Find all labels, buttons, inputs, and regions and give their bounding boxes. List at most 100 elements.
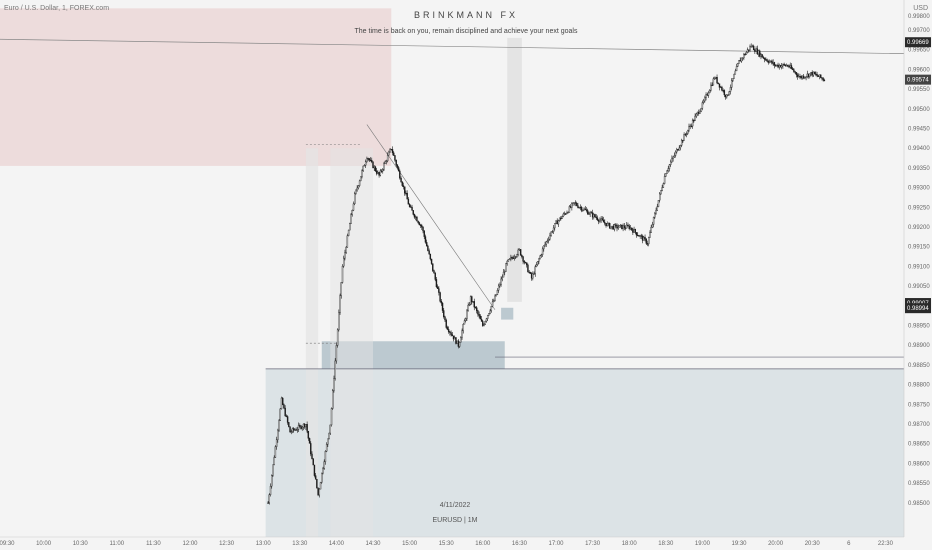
candle: [390, 148, 392, 151]
candle: [344, 252, 346, 259]
candle: [682, 140, 684, 142]
candle: [750, 46, 752, 48]
price-tick-label: 0.98950: [908, 324, 930, 330]
candle: [569, 206, 572, 208]
candle: [389, 148, 391, 153]
candle: [737, 63, 739, 67]
candle: [537, 261, 539, 265]
price-tag-label: 0.98994: [907, 306, 929, 312]
candle: [801, 75, 804, 79]
candle: [689, 125, 691, 127]
candle: [540, 254, 543, 257]
candle: [267, 502, 269, 504]
candle: [388, 151, 390, 156]
candle: [422, 226, 424, 232]
candle: [429, 253, 432, 260]
session-band-14: [330, 148, 373, 537]
candle: [295, 429, 297, 431]
candle: [666, 170, 668, 174]
candle: [577, 205, 579, 208]
time-tick-label: 17:30: [585, 541, 601, 547]
candle: [718, 83, 721, 88]
candle: [783, 63, 785, 66]
candle: [305, 424, 307, 428]
candle: [796, 74, 799, 77]
candle: [416, 216, 418, 222]
candle: [465, 318, 467, 321]
candle: [333, 378, 335, 391]
candle: [372, 161, 374, 169]
candle: [400, 177, 402, 183]
candle: [684, 134, 687, 136]
candle: [789, 65, 791, 68]
candle: [378, 172, 380, 176]
candle: [710, 84, 712, 91]
candle: [657, 200, 660, 207]
candle: [449, 331, 451, 333]
candle: [813, 71, 816, 75]
candle: [567, 211, 569, 214]
candle: [802, 75, 805, 79]
candle: [772, 62, 774, 64]
candle: [795, 72, 798, 75]
time-tick-label: 13:00: [256, 541, 272, 547]
candle: [557, 220, 560, 225]
candle: [518, 249, 521, 251]
candle: [424, 236, 427, 243]
candle: [556, 220, 558, 225]
candle: [738, 59, 740, 64]
candle: [478, 313, 480, 317]
candle: [502, 271, 505, 278]
candle: [543, 245, 545, 250]
candle: [303, 423, 306, 428]
candle: [815, 73, 817, 75]
candle: [477, 310, 479, 315]
time-tick-label: 19:30: [731, 541, 747, 547]
candle: [379, 170, 382, 176]
time-tick-label: 13:30: [292, 541, 308, 547]
candle: [693, 120, 695, 122]
candle: [511, 257, 513, 259]
candle: [329, 424, 331, 434]
candle: [369, 159, 372, 162]
price-tick-label: 0.99450: [908, 127, 930, 133]
candle: [404, 186, 406, 194]
candle: [410, 206, 412, 208]
candle: [284, 407, 286, 417]
candle: [439, 292, 441, 302]
candle: [668, 164, 671, 169]
candle: [582, 209, 584, 212]
candle: [652, 216, 655, 225]
candle: [749, 46, 751, 51]
candle: [291, 428, 294, 432]
candle: [455, 337, 457, 344]
candle: [806, 73, 809, 77]
time-tick-label: 12:00: [182, 541, 198, 547]
candle: [441, 302, 444, 311]
candle: [628, 225, 630, 229]
candle: [761, 54, 763, 58]
candle: [683, 134, 685, 141]
candle: [779, 65, 782, 68]
candle: [711, 84, 713, 87]
price-tag: [905, 37, 931, 48]
candle: [552, 227, 555, 232]
candle: [515, 256, 517, 258]
candle: [601, 218, 604, 221]
candle: [306, 424, 308, 432]
candle: [384, 161, 386, 164]
date-label: 4/11/2022: [439, 502, 471, 509]
candle: [594, 214, 596, 218]
candle: [685, 133, 688, 135]
candle: [579, 207, 582, 209]
ticker-label: EURUSD | 1M: [432, 517, 478, 524]
candle: [545, 241, 547, 245]
candle: [338, 312, 340, 331]
candle: [413, 214, 416, 218]
price-tick-label: 0.99250: [908, 205, 930, 211]
price-tick-label: 0.99550: [908, 87, 930, 93]
candle: [446, 327, 449, 330]
candle: [486, 315, 489, 319]
